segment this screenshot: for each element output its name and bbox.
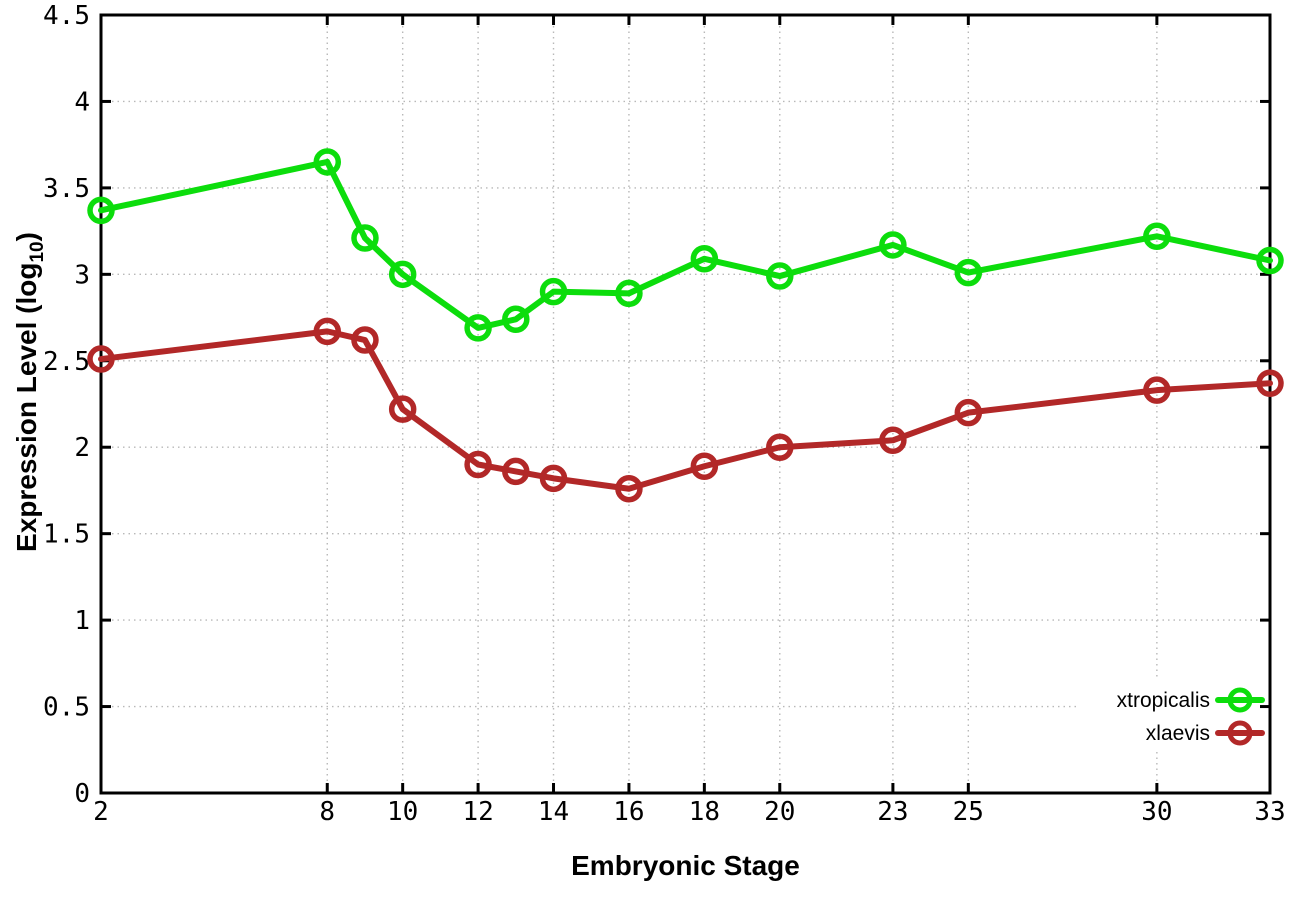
legend-sample-marker-xtropicalis	[1227, 687, 1253, 713]
y-axis-title: Expression Level (log10)	[11, 232, 49, 552]
y-tick-label: 4.5	[43, 1, 90, 31]
data-point-xtropicalis	[502, 305, 530, 334]
data-point-xtropicalis	[388, 260, 417, 289]
y-tick-label: 1.5	[43, 520, 90, 550]
x-tick-label: 23	[877, 797, 908, 827]
series-line-xlaevis	[98, 328, 1273, 492]
data-point-xlaevis	[879, 426, 907, 455]
legend-sample-marker-xlaevis	[1227, 720, 1253, 746]
x-tick-label: 2	[93, 797, 109, 827]
x-tick-label: 20	[764, 797, 795, 827]
data-point-xtropicalis	[615, 279, 643, 308]
x-tick-label: 14	[538, 797, 569, 827]
data-point-xlaevis	[615, 474, 643, 503]
data-point-xtropicalis	[313, 148, 342, 176]
data-point-xtropicalis	[954, 258, 983, 287]
data-point-xlaevis	[502, 457, 530, 486]
data-point-xlaevis	[464, 450, 492, 479]
x-tick-label: 25	[953, 797, 984, 827]
y-tick-label: 3.5	[43, 174, 90, 204]
y-axis-title-text: Expression Level (log	[11, 262, 43, 552]
data-point-xlaevis	[690, 452, 719, 480]
y-tick-label: 2.5	[43, 347, 90, 377]
data-point-xtropicalis	[539, 277, 568, 306]
data-point-xlaevis	[313, 317, 342, 346]
y-tick-label: 4	[74, 87, 90, 117]
y-tick-label: 1	[74, 606, 90, 636]
x-tick-label: 30	[1141, 797, 1172, 827]
data-point-xlaevis	[87, 345, 115, 373]
y-tick-label: 0.5	[43, 693, 90, 723]
y-axis-title-subscript: 10	[26, 241, 48, 263]
data-point-xlaevis	[766, 433, 794, 461]
plot-border	[99, 13, 1272, 795]
legend-label-xlaevis: xlaevis	[1146, 722, 1210, 745]
data-point-xlaevis	[539, 464, 568, 493]
data-point-xlaevis	[1143, 376, 1171, 404]
data-point-xtropicalis	[1256, 246, 1284, 275]
data-point-xtropicalis	[766, 262, 794, 290]
x-tick-label: 8	[319, 797, 335, 827]
data-point-xtropicalis	[879, 231, 907, 259]
x-tick-label: 12	[462, 797, 493, 827]
data-point-xtropicalis	[464, 314, 492, 342]
data-point-xlaevis	[954, 398, 983, 427]
x-tick-label: 10	[387, 797, 418, 827]
data-point-xlaevis	[388, 395, 417, 423]
y-tick-label: 2	[74, 433, 90, 463]
series-line-xtropicalis	[98, 158, 1273, 331]
y-tick-label: 0	[74, 779, 90, 809]
x-axis-title: Embryonic Stage	[571, 850, 800, 881]
legend-label-xtropicalis: xtropicalis	[1117, 689, 1210, 712]
y-tick-label: 3	[74, 260, 90, 290]
data-point-xtropicalis	[351, 224, 379, 252]
data-point-xtropicalis	[1143, 222, 1171, 251]
data-point-xtropicalis	[690, 245, 719, 273]
y-axis-title-suffix: )	[11, 232, 43, 242]
data-point-xlaevis	[1256, 369, 1284, 398]
data-point-xtropicalis	[87, 196, 115, 225]
x-tick-label: 16	[613, 797, 644, 827]
x-tick-label: 33	[1254, 797, 1285, 827]
x-tick-label: 18	[689, 797, 720, 827]
data-point-xlaevis	[351, 326, 379, 354]
